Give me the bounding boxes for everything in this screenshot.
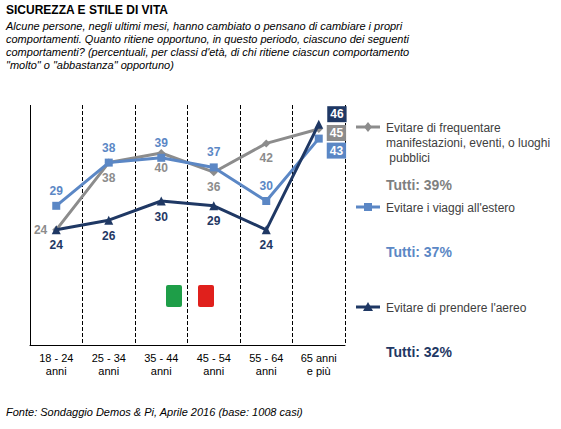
svg-text:Tutti: 37%: Tutti: 37% (386, 244, 452, 260)
svg-text:26: 26 (102, 229, 116, 243)
svg-text:37: 37 (207, 145, 221, 159)
svg-text:38: 38 (102, 141, 116, 155)
svg-text:Fonte: Sondaggio Demos & Pi, A: Fonte: Sondaggio Demos & Pi, Aprile 2016… (6, 406, 303, 418)
svg-text:25 - 34: 25 - 34 (92, 352, 126, 364)
svg-text:e più: e più (307, 365, 331, 377)
svg-text:Evitare i viaggi all'estero: Evitare i viaggi all'estero (386, 201, 515, 215)
svg-text:29: 29 (50, 184, 64, 198)
svg-text:46: 46 (330, 107, 344, 121)
svg-text:anni: anni (151, 365, 172, 377)
svg-text:Alcune persone, negli ultimi m: Alcune persone, negli ultimi mesi, hanno… (5, 20, 405, 32)
svg-text:Tutti: 39%: Tutti: 39% (386, 177, 452, 193)
svg-text:anni: anni (203, 365, 224, 377)
svg-text:SICUREZZA E STILE DI VITA: SICUREZZA E STILE DI VITA (6, 3, 168, 17)
svg-text:18 - 24: 18 - 24 (39, 352, 73, 364)
svg-text:Evitare di prendere l'aereo: Evitare di prendere l'aereo (386, 301, 527, 315)
svg-text:Evitare di frequentare: Evitare di frequentare (386, 121, 504, 135)
svg-text:24: 24 (34, 223, 48, 237)
svg-text:40: 40 (155, 161, 169, 175)
svg-text:comportamenti. Quanto ritiene: comportamenti. Quanto ritiene opportuno,… (6, 33, 412, 45)
svg-text:35 - 44: 35 - 44 (144, 352, 178, 364)
svg-text:55 - 64: 55 - 64 (249, 352, 283, 364)
svg-text:pubblici: pubblici (386, 151, 430, 165)
svg-text:24: 24 (260, 238, 274, 252)
svg-text:30: 30 (155, 210, 169, 224)
svg-text:anni: anni (98, 365, 119, 377)
svg-text:"molto" o "abbastanza" opportu: "molto" o "abbastanza" opportuno) (6, 59, 174, 71)
svg-text:65 anni: 65 anni (301, 352, 337, 364)
svg-text:45: 45 (330, 126, 344, 140)
svg-text:39: 39 (155, 136, 169, 150)
svg-text:anni: anni (256, 365, 277, 377)
svg-text:36: 36 (207, 180, 221, 194)
svg-text:42: 42 (260, 151, 274, 165)
svg-text:38: 38 (102, 171, 116, 185)
svg-text:29: 29 (207, 214, 221, 228)
svg-text:Tutti: 32%: Tutti: 32% (386, 344, 452, 360)
svg-text:24: 24 (50, 238, 64, 252)
svg-text:comportamenti? (percentuali, p: comportamenti? (percentuali, per classi … (6, 46, 412, 58)
svg-text:30: 30 (260, 179, 274, 193)
svg-text:43: 43 (330, 144, 344, 158)
svg-text:anni: anni (46, 365, 67, 377)
svg-text:45 - 54: 45 - 54 (197, 352, 231, 364)
svg-text:manifestazioni, eventi, o luog: manifestazioni, eventi, o luoghi (386, 136, 550, 150)
